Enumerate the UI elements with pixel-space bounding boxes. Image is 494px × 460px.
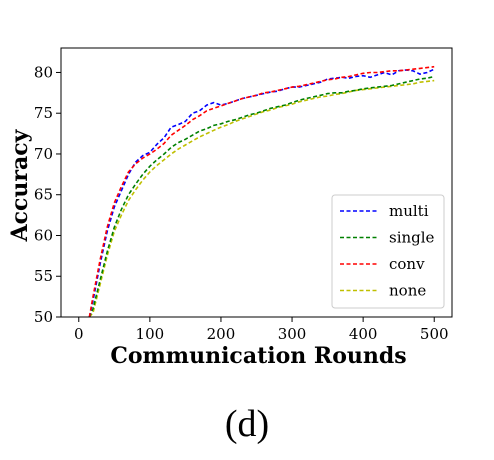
series-line-multi bbox=[88, 68, 435, 317]
y-tick-label: 80 bbox=[34, 63, 53, 81]
x-tick-label: 300 bbox=[278, 325, 307, 343]
x-tick-label: 0 bbox=[74, 325, 84, 343]
legend-label-single: single bbox=[389, 229, 435, 247]
y-axis-ticks: 50 55 60 65 70 75 80 bbox=[34, 63, 61, 326]
y-tick-label: 75 bbox=[34, 104, 53, 122]
y-axis-label: Accuracy bbox=[7, 128, 33, 242]
x-tick-label: 100 bbox=[136, 325, 165, 343]
plot-lines-group bbox=[88, 65, 435, 317]
legend-box bbox=[331, 194, 445, 309]
x-tick-label: 500 bbox=[420, 325, 449, 343]
legend-label-conv: conv bbox=[389, 255, 425, 273]
legend: multi single conv none bbox=[331, 194, 445, 309]
series-line-none bbox=[88, 79, 435, 317]
y-tick-label: 60 bbox=[34, 226, 53, 244]
y-tick-label: 70 bbox=[34, 145, 53, 163]
x-axis-ticks: 0 100 200 300 400 500 bbox=[74, 317, 449, 343]
x-tick-label: 200 bbox=[207, 325, 236, 343]
y-tick-label: 65 bbox=[34, 186, 53, 204]
y-tick-label: 50 bbox=[34, 308, 53, 326]
x-tick-label: 400 bbox=[349, 325, 378, 343]
legend-label-multi: multi bbox=[389, 202, 429, 220]
x-axis-label: Communication Rounds bbox=[110, 343, 406, 369]
series-line-conv bbox=[88, 65, 435, 317]
series-line-single bbox=[88, 75, 435, 317]
y-tick-label: 55 bbox=[34, 267, 53, 285]
plot-frame bbox=[60, 47, 453, 318]
figure-caption: (d) bbox=[224, 403, 270, 445]
legend-label-none: none bbox=[389, 282, 426, 300]
